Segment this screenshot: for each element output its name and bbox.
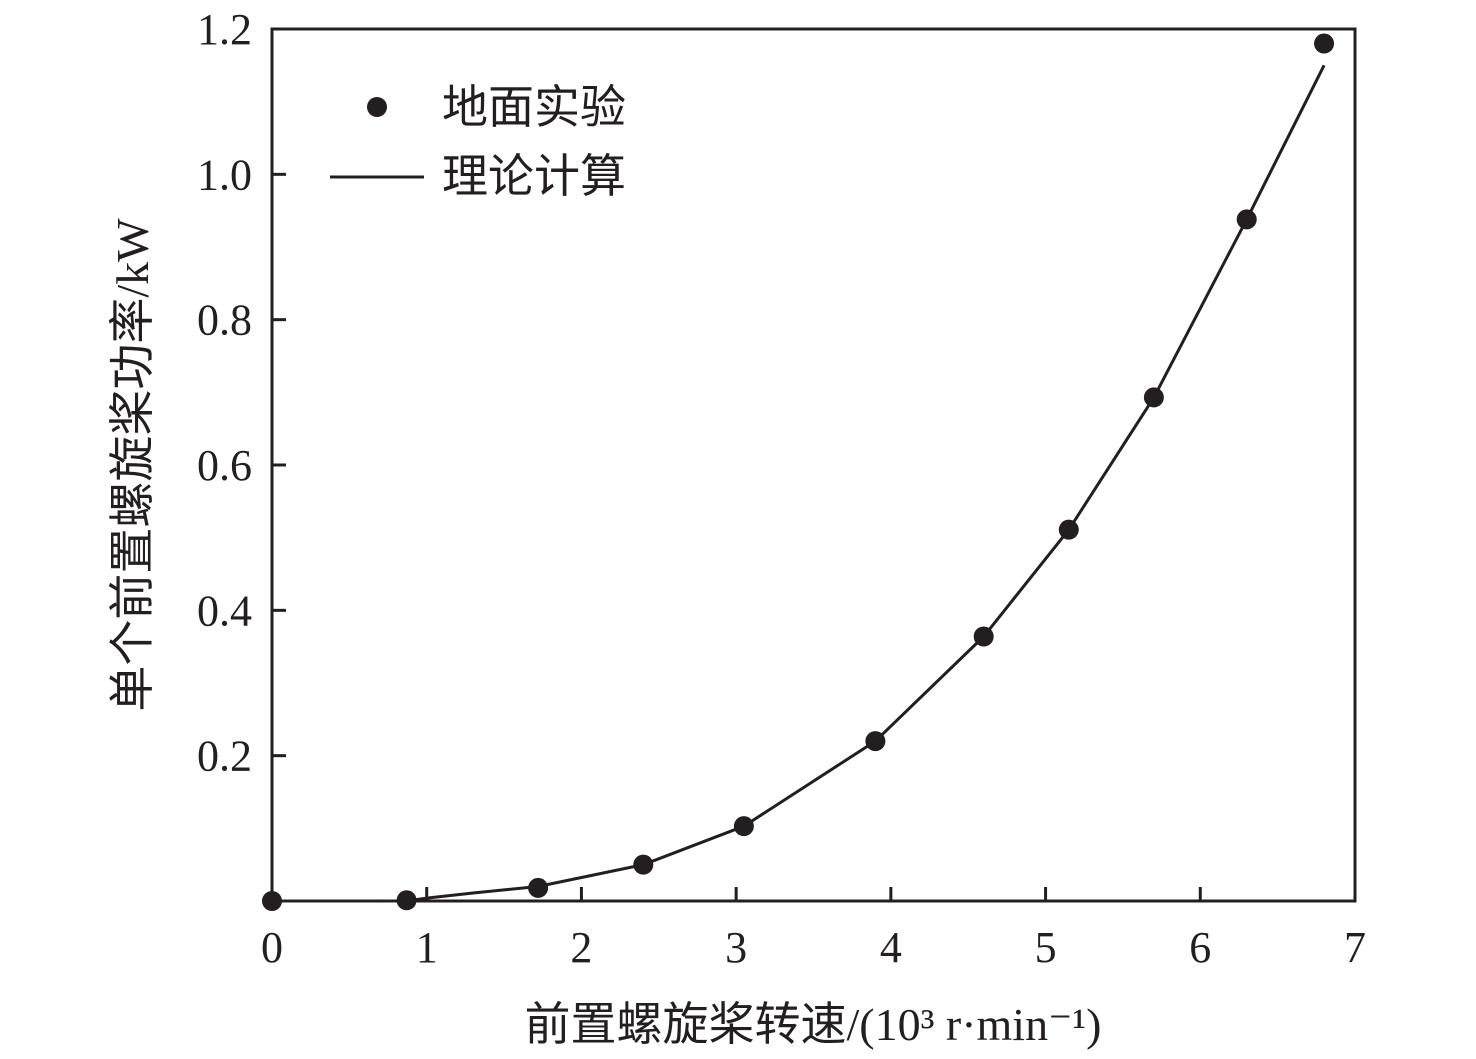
y-axis-label: 单个前置螺旋桨功率/kW xyxy=(107,218,158,712)
x-tick-label: 3 xyxy=(725,923,747,972)
x-tick-label: 6 xyxy=(1189,923,1211,972)
x-axis-ticks: 0 1 2 3 4 5 6 7 xyxy=(261,887,1366,972)
y-tick-label: 0.6 xyxy=(197,441,252,490)
y-tick-label: 0.8 xyxy=(197,296,252,345)
plot-frame xyxy=(270,27,1357,903)
y-tick-label: 0.4 xyxy=(197,586,252,635)
theory-curve xyxy=(383,64,1326,903)
x-tick-label: 7 xyxy=(1344,923,1366,972)
y-axis-ticks: 0.2 0.4 0.6 0.8 1.0 1.2 xyxy=(197,5,286,781)
x-axis-label: 前置螺旋桨转速/(10³ r·min⁻¹) xyxy=(525,999,1102,1050)
legend-label-ground-test: 地面实验 xyxy=(442,82,626,133)
ground-test-point xyxy=(262,891,282,911)
x-tick-label: 1 xyxy=(416,923,438,972)
y-tick-label: 1.2 xyxy=(197,5,252,54)
x-tick-label: 2 xyxy=(570,923,592,972)
legend-label-theory: 理论计算 xyxy=(442,151,626,202)
x-tick-label: 0 xyxy=(261,923,283,972)
legend-marker-ground-test xyxy=(367,97,387,117)
series-layer xyxy=(262,33,1335,911)
y-tick-label: 1.0 xyxy=(197,150,252,199)
legend: 地面实验 理论计算 xyxy=(330,82,626,202)
y-tick-label: 0.2 xyxy=(197,732,252,781)
ground-test-point xyxy=(1314,33,1335,54)
x-tick-label: 5 xyxy=(1035,923,1057,972)
x-tick-label: 4 xyxy=(880,923,902,972)
